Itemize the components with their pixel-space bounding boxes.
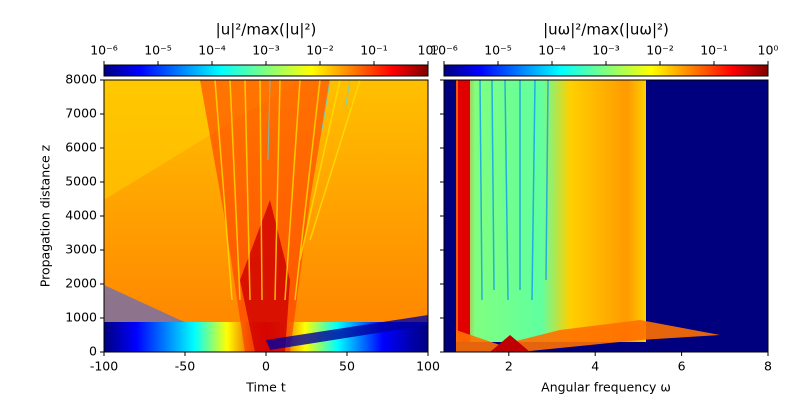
colorbar (443, 64, 769, 77)
y-tick-label: 4000 (65, 208, 97, 223)
x-tick-label: 2 (505, 359, 513, 374)
x-tick-label: 8 (764, 359, 772, 374)
y-tick-label: 3000 (65, 242, 97, 257)
x-tick-label: 4 (591, 359, 599, 374)
chart-title: |uω|²/max(|uω|²) (543, 21, 669, 39)
filaments (214, 80, 361, 301)
field (458, 80, 470, 342)
chart-title: |u|²/max(|u|²) (216, 21, 317, 39)
x-axis-label: Angular frequency ω (541, 380, 671, 395)
colorbar-tick-label: 10⁻⁵ (484, 43, 512, 58)
y-tick-label: 6000 (65, 140, 97, 155)
colorbar-tick-label: 10⁻² (306, 43, 334, 58)
colorbar-tick-label: 10⁻¹ (360, 43, 388, 58)
y-tick-label: 7000 (65, 106, 97, 121)
colorbar (103, 64, 429, 77)
colorbar-tick-label: 10⁻⁴ (538, 43, 566, 58)
colorbar-tick-label: 10⁻⁶ (430, 43, 458, 58)
colorbar-tick-label: 10⁻⁶ (90, 43, 118, 58)
field (266, 315, 428, 350)
y-axis-label: Propagation distance z (38, 144, 53, 287)
colorbar-tick-label: 10⁻³ (252, 43, 280, 58)
y-tick-label: 0 (89, 344, 97, 359)
y-tick-label: 5000 (65, 174, 97, 189)
x-tick-label: 0 (262, 359, 270, 374)
colorbar-tick-label: 10⁻⁵ (144, 43, 172, 58)
y-tick-label: 1000 (65, 310, 97, 325)
colorbar-tick-label: 10⁻² (646, 43, 674, 58)
x-tick-label: -50 (175, 359, 195, 374)
x-tick-label: 100 (416, 359, 440, 374)
heatmap-image (104, 80, 428, 352)
x-axis-label: Time t (245, 380, 286, 395)
x-tick-label: 50 (339, 359, 355, 374)
colorbar-tick-label: 10⁰ (758, 43, 779, 58)
field (490, 335, 530, 352)
filaments (479, 80, 549, 301)
colorbar-tick-label: 10⁻³ (592, 43, 620, 58)
x-tick-label: 6 (678, 359, 686, 374)
colorbar-tick-label: 10⁻¹ (700, 43, 728, 58)
colorbar-tick-label: 10⁻⁴ (198, 43, 226, 58)
field (456, 320, 720, 352)
field (240, 200, 290, 352)
colorbar-tick-label: 10⁰ (418, 43, 439, 58)
x-tick-label: -100 (90, 359, 118, 374)
filaments (267, 80, 351, 161)
y-tick-label: 2000 (65, 276, 97, 291)
heatmap-image (444, 80, 768, 352)
field (456, 80, 646, 342)
y-tick-label: 8000 (65, 72, 97, 87)
